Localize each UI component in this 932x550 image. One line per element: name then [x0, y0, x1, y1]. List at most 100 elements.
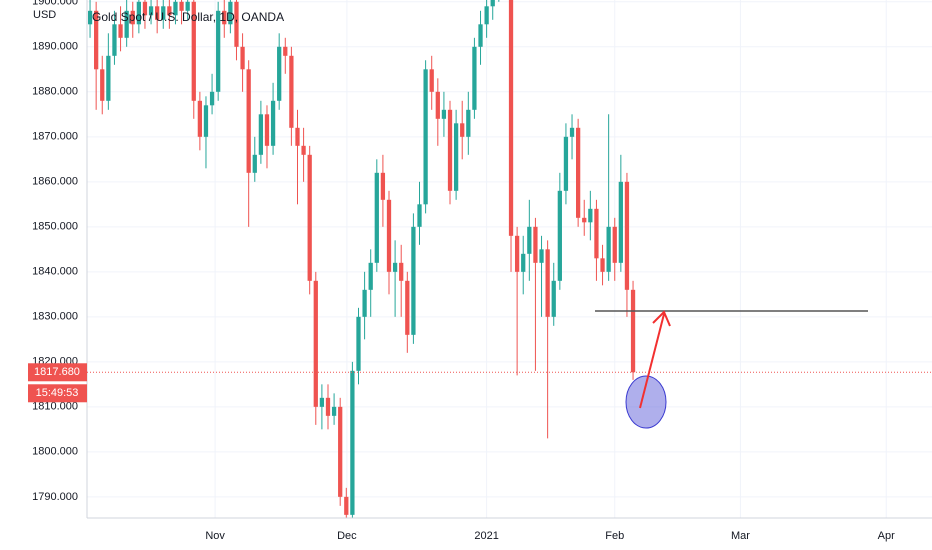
candle-body	[130, 10, 135, 25]
candle-body	[191, 1, 196, 101]
y-tick-label: 1800.000	[32, 446, 78, 458]
candle-body	[350, 370, 355, 515]
candle-body	[222, 10, 227, 25]
candle-body	[600, 258, 605, 272]
candle-body	[539, 249, 544, 263]
candle-body	[423, 69, 428, 205]
candle-body	[386, 199, 392, 272]
ellipse-drawing	[625, 375, 667, 429]
candle-body	[240, 46, 245, 70]
x-tick-label: 2021	[474, 530, 498, 542]
candle-body	[630, 289, 636, 373]
candle-body	[270, 100, 276, 146]
candle-body	[453, 123, 459, 191]
candle-body	[344, 496, 349, 515]
candle-body	[331, 406, 337, 416]
candle-body	[618, 181, 623, 263]
candle-body	[624, 181, 630, 290]
candle-body	[136, 1, 141, 25]
candle-body	[277, 46, 282, 101]
candle-body	[527, 226, 532, 254]
countdown-label: 15:49:53	[36, 387, 79, 399]
candle-body	[460, 123, 465, 137]
y-tick-label: 1790.000	[32, 491, 78, 503]
x-tick-label: Nov	[205, 530, 225, 542]
candle-body	[148, 6, 154, 16]
x-tick-label: Apr	[878, 530, 895, 542]
candle-body	[338, 406, 343, 497]
y-tick-label: 1870.000	[32, 131, 78, 143]
candle-body	[514, 235, 520, 272]
candle-body	[246, 69, 251, 173]
candles	[88, 0, 636, 518]
candle-body	[325, 397, 331, 416]
candle-body	[576, 127, 581, 218]
candle-body	[94, 10, 99, 70]
last-price-box	[28, 363, 87, 382]
candle-body	[466, 109, 471, 137]
last-price-label: 1817.680	[34, 366, 80, 378]
candle-body	[508, 0, 514, 236]
candle-body	[258, 114, 264, 155]
candle-body	[551, 280, 556, 317]
candle-body	[435, 91, 440, 119]
candle-body	[167, 6, 172, 16]
candle-body	[478, 24, 483, 47]
chart-title: Gold Spot / U.S. Dollar, 1D, OANDA	[92, 10, 284, 24]
candle-body	[612, 226, 617, 263]
y-tick-label: 1810.000	[32, 401, 78, 413]
candle-body	[441, 109, 447, 119]
candle-body	[197, 100, 203, 137]
arrow-drawing	[639, 313, 665, 409]
y-tick-label: 1900.000	[32, 0, 78, 8]
candle-body	[447, 109, 453, 191]
candle-body	[124, 10, 129, 38]
candle-body	[112, 24, 117, 56]
y-unit: USD	[33, 9, 56, 21]
candle-body	[582, 217, 587, 223]
candle-body	[173, 1, 178, 16]
candle-body	[569, 127, 575, 137]
candle-body	[405, 280, 410, 335]
candle-body	[563, 136, 569, 191]
candle-body	[557, 190, 562, 281]
candle-body	[155, 6, 160, 20]
candle-body	[264, 114, 270, 146]
y-tick-label: 1890.000	[32, 41, 78, 53]
y-tick-label: 1860.000	[32, 176, 78, 188]
candle-body	[411, 226, 416, 335]
candle-body	[417, 204, 422, 227]
candle-body	[295, 127, 300, 146]
arrow-head	[652, 310, 671, 327]
candle-body	[234, 1, 239, 47]
candle-body	[374, 172, 379, 263]
candle-body	[301, 145, 306, 155]
y-tick-label: 1840.000	[32, 266, 78, 278]
candle-body	[209, 91, 215, 106]
candle-body	[484, 6, 489, 25]
candle-body	[216, 10, 221, 92]
candle-body	[362, 289, 367, 317]
candle-body	[307, 154, 312, 281]
candle-body	[319, 397, 325, 407]
candle-body	[380, 172, 386, 200]
grid	[87, 0, 932, 518]
candle-body	[252, 154, 257, 173]
candle-body	[356, 316, 361, 371]
candle-body	[521, 253, 526, 272]
candle-body	[289, 55, 294, 128]
candle-body	[179, 1, 184, 11]
candle-body	[88, 10, 93, 25]
candle-body	[100, 69, 105, 101]
candle-body	[606, 226, 611, 272]
candle-body	[185, 1, 190, 11]
x-tick-label: Mar	[731, 530, 750, 542]
candle-body	[106, 55, 111, 101]
candle-body	[429, 69, 434, 92]
candle-body	[118, 24, 123, 38]
candle-body	[490, 0, 495, 7]
candle-body	[283, 46, 288, 56]
x-tick-label: Feb	[605, 530, 624, 542]
candle-body	[472, 46, 477, 110]
countdown-box	[28, 384, 87, 403]
